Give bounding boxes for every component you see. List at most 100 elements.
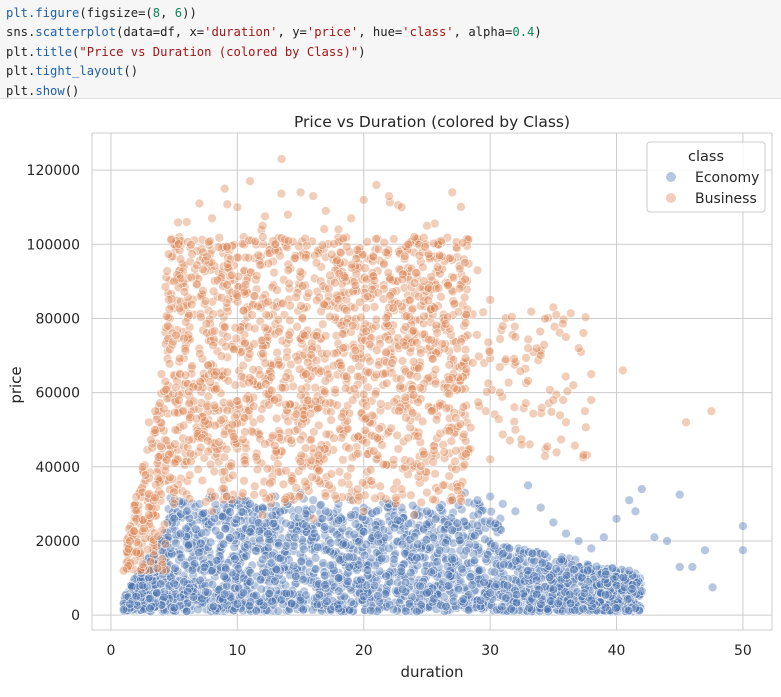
business-point [346,213,356,224]
economy-point [182,506,192,517]
business-point [184,435,194,445]
business-point [379,259,389,269]
business-point [444,374,454,385]
economy-point [452,518,462,528]
business-point [222,199,233,209]
business-point [419,311,429,322]
business-point [229,431,239,442]
business-point [308,514,318,524]
business-point [451,446,461,456]
business-point [404,295,415,306]
business-point [414,250,425,261]
legend-economy-marker [666,172,676,182]
economy-point [483,550,493,560]
economy-point [624,495,634,505]
business-point [415,383,425,393]
business-point [200,497,211,507]
y-tick-label: 80000 [35,311,80,327]
business-point [376,399,386,409]
business-point [458,402,469,412]
business-point [291,409,302,419]
business-point [540,451,550,461]
x-tick-label: 0 [106,643,115,659]
economy-point [453,585,464,595]
economy-point [345,605,355,615]
economy-point [489,567,500,577]
business-point [466,422,476,433]
business-point [338,455,348,465]
business-point [618,365,628,376]
business-point [140,470,151,480]
code-token: 'class' [402,25,454,40]
economy-point [506,604,516,614]
business-point [281,466,291,476]
legend: class Economy Business [646,141,766,213]
economy-point [551,564,561,574]
business-point [256,335,267,346]
business-point [370,389,381,399]
business-point [194,198,205,209]
business-point [146,434,156,445]
business-point [227,419,238,430]
economy-point [243,540,253,550]
business-point [573,343,584,353]
economy-point [548,517,559,528]
business-point [278,479,289,490]
economy-point [578,604,588,614]
business-point [125,536,135,546]
economy-point [299,494,309,504]
code-line: plt.figure(figsize=(8, 6)) [6,4,775,23]
business-point [295,187,306,198]
economy-point [480,534,490,545]
economy-point [333,515,344,526]
economy-point [524,603,534,613]
business-point [273,459,283,469]
business-point [580,312,591,322]
code-cell[interactable]: plt.figure(figsize=(8, 6)) sns.scatterplo… [0,0,781,99]
code-line: sns.scatterplot(data=df, x='duration', y… [6,23,775,42]
business-point [427,406,437,416]
business-point [436,292,446,302]
business-point [459,429,469,440]
business-point [428,354,438,364]
business-point [381,313,391,323]
business-point [371,180,382,190]
business-point [385,274,395,284]
business-point [283,236,294,246]
business-point [369,446,379,456]
business-point [372,345,382,355]
economy-point [537,558,548,568]
business-point [281,372,291,382]
economy-point [263,529,273,539]
economy-point [275,507,285,517]
business-point [171,330,181,340]
business-point [326,415,336,425]
code-token: 0.4 [512,25,535,40]
business-point [286,435,296,446]
economy-point [532,589,542,600]
business-point [219,452,230,462]
business-point [239,476,249,486]
business-point [400,340,411,351]
economy-point [145,603,155,614]
business-point [240,280,251,290]
economy-point [675,489,685,500]
economy-point [338,539,349,549]
economy-point [288,561,299,571]
economy-point [301,521,311,531]
y-tick-label: 60000 [35,386,80,402]
economy-point [193,604,203,615]
business-point [457,238,468,248]
business-point [210,491,220,502]
economy-point [392,537,402,547]
economy-point [535,502,546,513]
business-point [280,494,290,505]
business-point [261,379,271,389]
business-point [329,239,339,249]
economy-point [441,601,451,612]
economy-point [687,562,698,572]
business-point [286,476,297,486]
business-point [238,488,248,498]
economy-point [510,506,521,517]
business-point [260,322,270,333]
